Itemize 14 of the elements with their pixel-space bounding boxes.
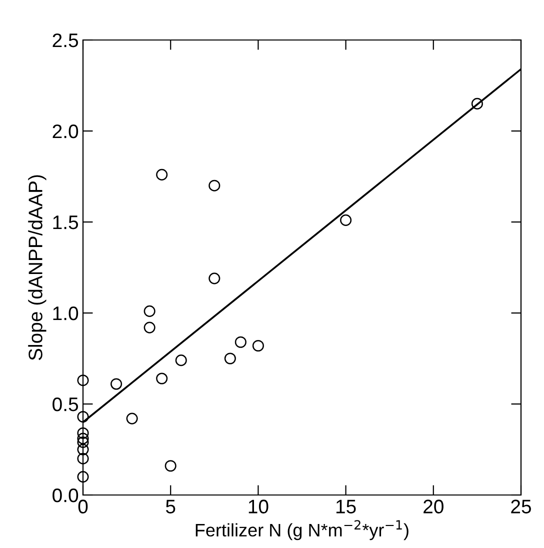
y-tick-label: 1.0 xyxy=(53,306,78,320)
y-tick-label: 2.0 xyxy=(52,124,78,138)
y-axis-title: Slope (dANPP/dAAP) xyxy=(28,175,46,360)
y-tick-label: 0.5 xyxy=(52,397,78,412)
y-tick-label: 2.5 xyxy=(52,33,78,48)
x-tick-label: 10 xyxy=(248,500,268,514)
x-tick-label: 20 xyxy=(424,500,444,514)
y-tick-label: 0.0 xyxy=(52,488,78,502)
x-axis-title: Fertilizer N (g N*m$^{−2}$*yr$^{−1}$) xyxy=(196,520,408,540)
y-tick-label: 1.5 xyxy=(53,216,78,230)
x-tick-label: 15 xyxy=(336,500,356,514)
x-tick-label: 5 xyxy=(166,500,176,514)
x-tick-label: 25 xyxy=(511,500,531,514)
x-tick-label: 0 xyxy=(78,500,88,514)
